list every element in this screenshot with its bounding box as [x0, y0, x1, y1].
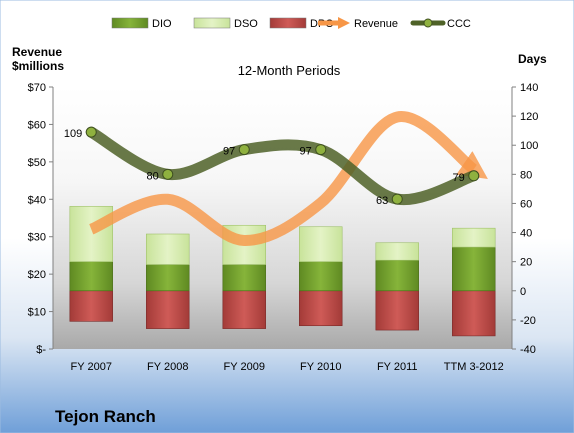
right-tick-label: 140 — [520, 82, 538, 94]
bar-dpo — [375, 290, 419, 331]
ccc-data-label: 109 — [64, 128, 82, 140]
legend-arrowhead — [338, 17, 350, 29]
bar-dpo — [222, 290, 266, 329]
left-tick-label: $10 — [28, 307, 46, 319]
legend-label: CCC — [447, 18, 471, 30]
ccc-data-label: 79 — [453, 172, 465, 184]
legend-item-dio: DIO — [111, 17, 172, 30]
bar-dso — [299, 226, 343, 262]
left-tick-label: $40 — [28, 194, 46, 206]
right-tick-label: 120 — [520, 111, 538, 123]
category-label: FY 2009 — [224, 361, 265, 373]
right-tick-label: 100 — [520, 140, 538, 152]
legend-swatch — [269, 17, 307, 29]
bar-dio — [146, 264, 190, 292]
ccc-data-label: 80 — [147, 170, 159, 182]
left-tick-label: $50 — [28, 157, 46, 169]
category-label: FY 2007 — [71, 361, 112, 373]
category-label: FY 2010 — [300, 361, 341, 373]
right-tick-label: -20 — [520, 315, 536, 327]
ccc-point — [391, 193, 403, 205]
ccc-point — [85, 126, 97, 138]
bar-dso — [375, 242, 419, 261]
right-tick-label: 0 — [520, 286, 526, 298]
legend-item-ccc: CCC — [410, 18, 471, 30]
left-axis-label-line2: $millions — [12, 59, 64, 73]
revenue-line — [88, 111, 488, 246]
ccc-point — [162, 168, 174, 180]
legend-label: Revenue — [354, 18, 398, 30]
legend-swatch — [111, 17, 149, 29]
company-name: Tejon Ranch — [55, 407, 156, 426]
category-label: FY 2008 — [147, 361, 188, 373]
bar-dio — [299, 261, 343, 292]
right-axis: -40 -20 0 20 40 60 80 100 120 140 — [511, 82, 538, 356]
right-tick-label: 80 — [520, 169, 532, 181]
bar-dpo — [299, 290, 343, 327]
left-axis-label-line1: Revenue — [12, 45, 62, 59]
legend-item-revenue: Revenue — [318, 17, 398, 30]
ccc-point — [468, 170, 480, 182]
bar-dpo — [146, 290, 190, 329]
bar-dpo — [452, 290, 496, 337]
right-tick-label: -40 — [520, 344, 536, 356]
left-tick-label: $30 — [28, 232, 46, 244]
bar-dso — [146, 233, 190, 265]
ccc-point — [315, 144, 327, 156]
legend: DIODSODPORevenueCCC — [111, 17, 471, 30]
category-label: TTM 3-2012 — [444, 361, 504, 373]
ccc-series: 109 80 97 97 63 79 — [64, 126, 480, 207]
bar-dio — [375, 259, 419, 292]
chart-title: 12-Month Periods — [238, 63, 341, 78]
left-tick-label: $60 — [28, 119, 46, 131]
bar-dio — [452, 246, 496, 292]
right-axis-label: Days — [518, 52, 547, 66]
ccc-data-label: 97 — [300, 146, 312, 158]
right-tick-label: 40 — [520, 228, 532, 240]
legend-item-dso: DSO — [193, 17, 258, 30]
revenue-series — [88, 111, 488, 246]
category-label: FY 2011 — [377, 361, 418, 373]
bars — [69, 206, 496, 337]
legend-label: DSO — [234, 18, 258, 30]
bar-dio — [69, 261, 113, 292]
ccc-point — [238, 144, 250, 156]
left-tick-label: $70 — [28, 82, 46, 94]
x-axis: FY 2007 FY 2008 FY 2009 FY 2010 FY 2011 TTM 3… — [71, 361, 504, 373]
bar-dpo — [69, 290, 113, 322]
left-tick-label: $20 — [28, 269, 46, 281]
right-tick-label: 20 — [520, 257, 532, 269]
ccc-data-label: 63 — [376, 195, 388, 207]
legend-label: DIO — [152, 18, 172, 30]
bar-dio — [222, 264, 266, 292]
legend-marker — [423, 18, 433, 28]
left-tick-label: $- — [36, 344, 46, 356]
right-tick-label: 60 — [520, 198, 532, 210]
ccc-line — [85, 126, 480, 206]
ccc-data-label: 97 — [223, 146, 235, 158]
bar-dso — [69, 206, 113, 262]
bar-dso — [452, 227, 496, 248]
left-axis: $- $10 $20 $30 $40 $50 $60 $70 — [28, 82, 54, 356]
legend-swatch — [193, 17, 231, 29]
